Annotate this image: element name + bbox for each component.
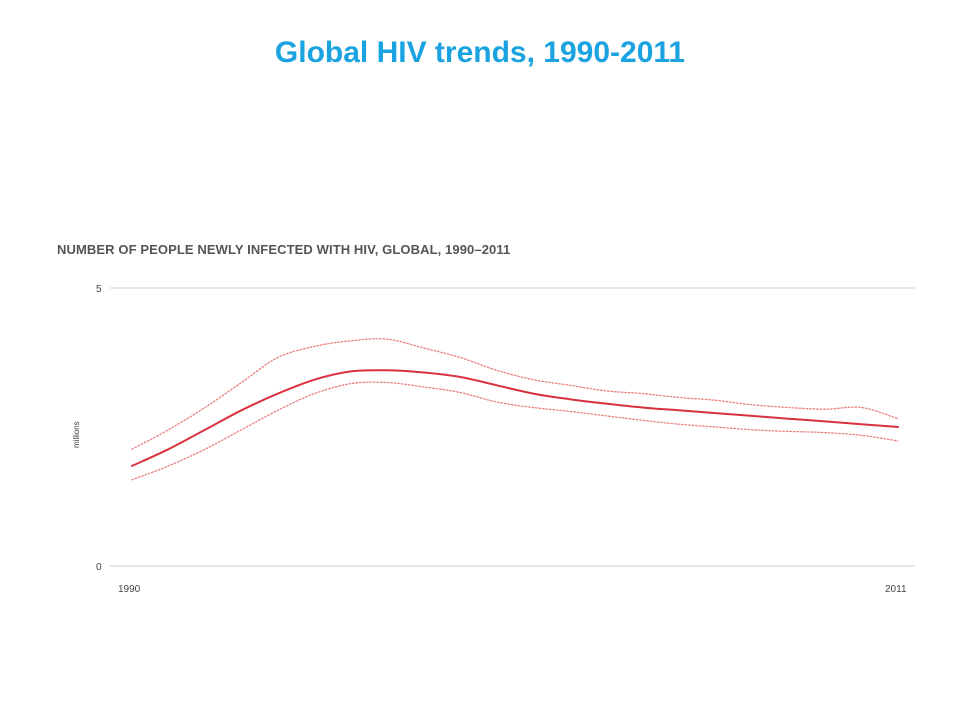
x-tick-label: 1990 <box>118 584 141 595</box>
chart-series <box>131 338 899 481</box>
series-line-estimate <box>131 369 899 467</box>
series-line-upper <box>131 338 899 450</box>
chart-axis-labels: 0 5 1990 2011 millions <box>72 284 907 595</box>
y-tick-label: 0 <box>96 562 102 573</box>
chart-title: NUMBER OF PEOPLE NEWLY INFECTED WITH HIV… <box>57 242 511 257</box>
chart-axes <box>110 287 915 567</box>
slide-title: Global HIV trends, 1990-2011 <box>274 36 686 69</box>
series-line-lower <box>131 381 899 481</box>
y-tick-label: 5 <box>96 284 102 295</box>
x-tick-label: 2011 <box>885 584 907 595</box>
y-axis-label: millions <box>72 421 81 448</box>
